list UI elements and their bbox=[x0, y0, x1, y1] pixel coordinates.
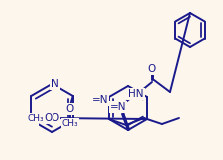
Text: O: O bbox=[51, 112, 59, 123]
Text: =N: =N bbox=[110, 102, 126, 112]
Text: N: N bbox=[51, 79, 59, 89]
Text: CH₃: CH₃ bbox=[27, 113, 44, 123]
Text: =N: =N bbox=[91, 95, 108, 105]
Text: N: N bbox=[30, 115, 38, 125]
Text: O: O bbox=[66, 104, 74, 114]
Text: O: O bbox=[44, 113, 52, 123]
Text: O: O bbox=[148, 64, 156, 74]
Text: CH₃: CH₃ bbox=[62, 119, 78, 128]
Text: HN: HN bbox=[128, 89, 144, 99]
